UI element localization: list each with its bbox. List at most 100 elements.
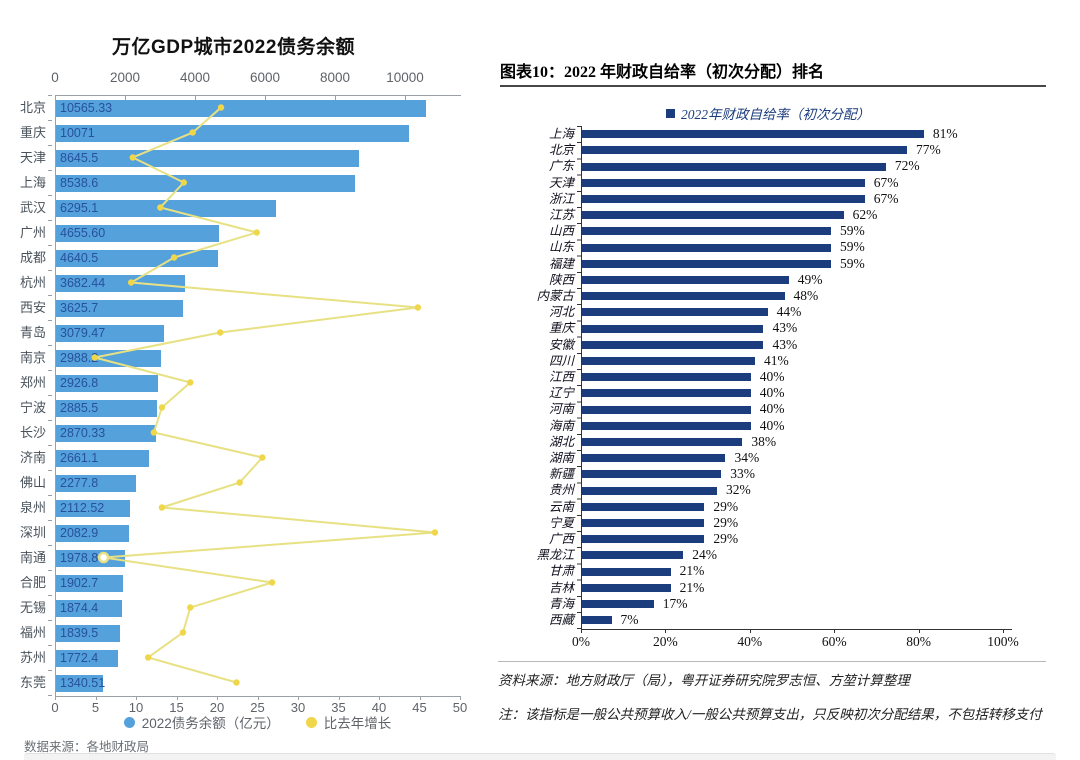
right-chart-footer-divider (498, 661, 1046, 662)
legend-item-growth: 比去年增长 (305, 712, 391, 732)
bottom-axis-tick (338, 696, 340, 700)
x-axis-label: 20% (653, 634, 678, 649)
x-axis-label: 100% (987, 634, 1019, 649)
fiscal-bar (582, 146, 907, 155)
top-axis-label: 4000 (179, 70, 211, 85)
debt-bar: 2277.8 (56, 475, 136, 492)
debt-bar-value: 4640.5 (60, 251, 99, 265)
debt-bar-value: 2988.2 (60, 351, 99, 365)
top-axis-tick (265, 95, 267, 100)
debt-bar-value: 1839.5 (60, 626, 99, 640)
province-label: 广西 (548, 532, 574, 546)
debt-bar-value: 8538.6 (60, 176, 99, 190)
bottom-axis-tick (379, 696, 380, 700)
fiscal-bar-value: 29% (713, 514, 739, 530)
fiscal-bar-value: 62% (852, 207, 878, 222)
debt-bar-value: 3625.7 (60, 301, 99, 315)
province-label: 陕西 (548, 272, 574, 287)
province-label: 河北 (548, 305, 574, 320)
city-label: 济南 (19, 450, 46, 465)
fiscal-bar-value: 34% (734, 450, 760, 465)
debt-bar: 2661.1 (56, 450, 150, 467)
province-label: 云南 (548, 499, 574, 514)
debt-bar-value: 2661.1 (60, 451, 99, 465)
fiscal-bar-value: 67% (873, 174, 899, 190)
debt-bar: 4640.5 (56, 250, 219, 267)
fiscal-bar (582, 599, 654, 608)
debt-bar: 10071 (56, 125, 409, 142)
province-label: 甘肃 (548, 564, 574, 579)
fiscal-bar (582, 616, 612, 625)
fiscal-bar-value: 41% (764, 352, 789, 368)
fiscal-bar (582, 567, 671, 576)
fiscal-bar-value: 67% (873, 190, 899, 206)
fiscal-bar (582, 454, 726, 463)
fiscal-bar-value: 59% (839, 223, 865, 239)
x-axis-label: 40% (737, 634, 763, 649)
fiscal-bar-value: 77% (915, 142, 941, 158)
fiscal-bar-value: 40% (759, 401, 785, 417)
fiscal-bar-value: 33% (730, 466, 755, 482)
fiscal-chart-panel: 图表10：2022 年财政自给率（初次分配）排名 2022年财政自给率（初次分配… (490, 0, 1056, 760)
province-label: 湖南 (548, 451, 574, 465)
debt-bar: 4655.60 (56, 225, 219, 242)
top-axis-tick (335, 95, 337, 100)
province-label: 宁夏 (548, 515, 574, 530)
province-label: 山西 (548, 224, 574, 239)
debt-bar: 6295.1 (56, 200, 277, 217)
fiscal-bar (582, 518, 705, 527)
fiscal-bar-value: 43% (772, 320, 798, 336)
province-label: 安徽 (548, 337, 574, 352)
city-label: 武汉 (19, 200, 46, 215)
x-axis-tick (581, 629, 582, 633)
city-label: 宁波 (19, 400, 46, 415)
right-chart-title-rule (500, 85, 1046, 87)
city-label: 南京 (19, 350, 46, 365)
province-label: 吉林 (548, 580, 574, 595)
left-chart-legend: 2022债务余额（亿元） 比去年增长 (55, 712, 460, 732)
fiscal-bar-value: 38% (751, 433, 777, 449)
fiscal-bar (582, 194, 865, 203)
fiscal-bar (582, 437, 743, 446)
right-chart-note: 注：该指标是一般公共预算收入/一般公共预算支出，只反映初次分配结果，不包括转移支… (498, 707, 1042, 722)
city-label: 佛山 (19, 475, 46, 490)
fiscal-bar-value: 40% (759, 417, 785, 433)
province-label: 内蒙古 (536, 289, 574, 303)
top-axis-tick (405, 95, 407, 100)
debt-bar-value: 1772.4 (60, 651, 99, 665)
fiscal-bar (582, 211, 844, 220)
city-label: 南通 (19, 550, 46, 565)
fiscal-bar-value: 43% (772, 336, 798, 352)
fiscal-bar-value: 40% (759, 385, 785, 401)
bottom-axis-tick (55, 696, 56, 700)
debt-bar-value: 2885.5 (60, 401, 99, 415)
right-chart-y-axis-ticks (577, 126, 581, 629)
debt-bar: 2082.9 (56, 525, 129, 542)
city-label: 苏州 (19, 650, 46, 665)
debt-bar-value: 2112.52 (60, 501, 105, 515)
right-chart-legend: 2022年财政自给率（初次分配） (490, 103, 1046, 123)
bottom-axis-label: 35 (331, 700, 346, 715)
province-label: 浙江 (548, 191, 574, 206)
top-axis-label: 10000 (386, 70, 424, 85)
fiscal-legend-square-icon (666, 108, 675, 118)
province-label: 重庆 (548, 321, 574, 336)
province-label: 山东 (548, 240, 574, 255)
right-chart-bars-area: 81% 77% 72% 67% 67% 62% 59% 59% 59% 49% 48% 44% 43% 4… (581, 126, 1012, 630)
top-axis-label: 6000 (249, 70, 281, 85)
province-label: 海南 (548, 418, 574, 433)
fiscal-bar (582, 275, 789, 284)
fiscal-bar-value: 29% (713, 531, 739, 546)
fiscal-bar (582, 292, 785, 301)
province-label: 天津 (548, 175, 574, 190)
right-chart-source: 资料来源：地方财政厅（局），粤开证券研究院罗志恒、方堃计算整理 (498, 673, 910, 688)
fiscal-bar-value: 72% (894, 158, 920, 174)
debt-bar-value: 1978.8 (60, 551, 99, 565)
bottom-axis-tick (298, 696, 299, 700)
province-label: 广东 (548, 159, 574, 174)
debt-bar: 2885.5 (56, 400, 157, 417)
fiscal-bar-value: 32% (726, 482, 751, 498)
city-label: 无锡 (19, 600, 46, 615)
city-label: 青岛 (19, 325, 46, 340)
